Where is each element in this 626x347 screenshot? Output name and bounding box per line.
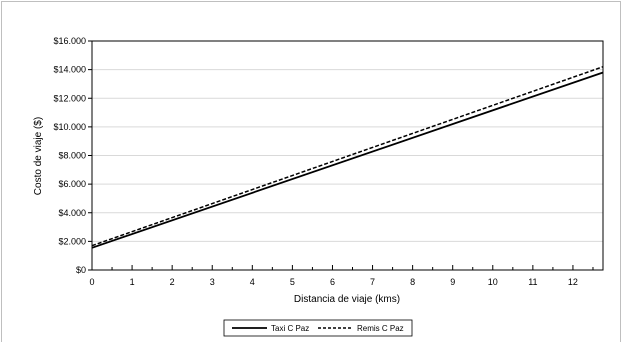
x-tick-label: 8 bbox=[410, 277, 415, 287]
x-tick-label: 2 bbox=[170, 277, 175, 287]
y-tick-label: $16.000 bbox=[53, 36, 86, 46]
legend-label-remis: Remis C Paz bbox=[357, 324, 404, 333]
x-tick-label: 10 bbox=[488, 277, 498, 287]
x-tick-label: 5 bbox=[290, 277, 295, 287]
y-tick-label: $8.000 bbox=[58, 151, 86, 161]
x-tick-label: 9 bbox=[450, 277, 455, 287]
y-axis-title: Costo de viaje ($) bbox=[33, 117, 44, 195]
y-tick-label: $6.000 bbox=[58, 179, 86, 189]
x-tick-label: 0 bbox=[89, 277, 94, 287]
legend-label-taxi: Taxi C Paz bbox=[271, 324, 309, 333]
x-tick-label: 1 bbox=[130, 277, 135, 287]
series-line-taxi-c-paz bbox=[91, 71, 604, 249]
y-tick-label: $2.000 bbox=[58, 236, 86, 246]
y-tick-label: $12.000 bbox=[53, 93, 86, 103]
x-tick-label: 6 bbox=[330, 277, 335, 287]
y-axis-ticks: $0 $2.000 $4.000 $6.000 $8.000 $10.000 $12.000… bbox=[53, 36, 92, 275]
y-tick-label: $4.000 bbox=[58, 208, 86, 218]
plot-area-border bbox=[91, 40, 604, 271]
x-tick-label: 7 bbox=[370, 277, 375, 287]
x-axis-title: Distancia de viaje (kms) bbox=[294, 294, 400, 305]
x-axis-ticks: 0 1 2 3 4 5 6 7 8 9 10 11 12 bbox=[89, 265, 594, 287]
y-tick-label: $0 bbox=[76, 265, 86, 275]
legend: Taxi C Paz Remis C Paz bbox=[223, 319, 413, 337]
x-tick-label: 12 bbox=[568, 277, 578, 287]
gridlines bbox=[92, 69, 603, 242]
series-lines bbox=[91, 66, 604, 249]
series-line-remis-c-paz bbox=[91, 66, 604, 247]
y-tick-label: $14.000 bbox=[53, 65, 86, 75]
x-tick-label: 4 bbox=[250, 277, 255, 287]
x-tick-label: 3 bbox=[210, 277, 215, 287]
x-tick-label: 11 bbox=[528, 277, 537, 287]
y-tick-label: $10.000 bbox=[53, 122, 86, 132]
chart-frame bbox=[1, 1, 621, 342]
